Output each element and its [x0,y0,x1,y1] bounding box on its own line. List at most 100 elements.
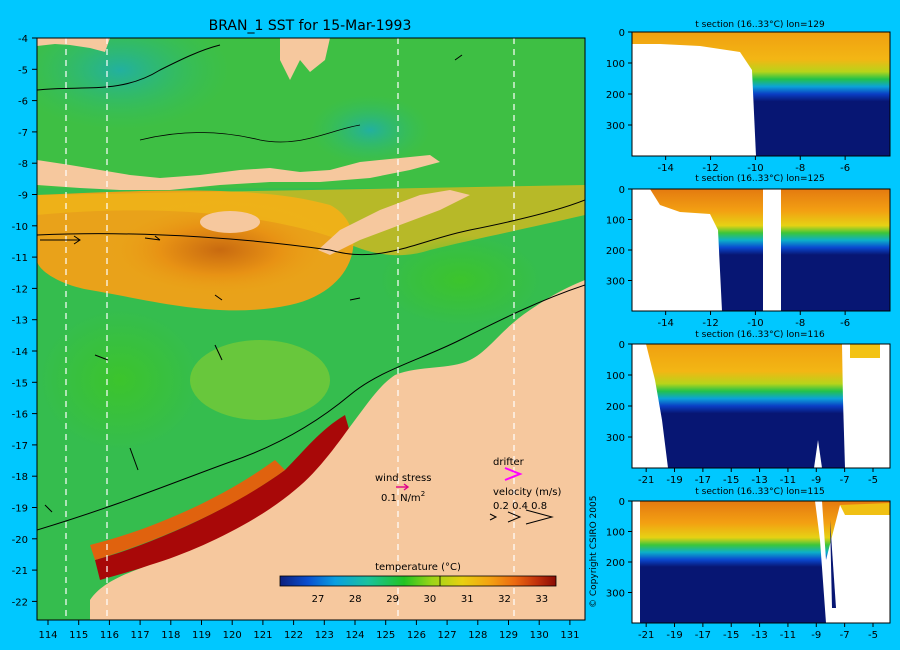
colorbar-gradient [279,575,557,587]
section-depth-label: 200 [606,402,625,413]
lon-tick-label: 120 [223,630,242,641]
section-seafloor-2 [632,189,722,311]
colorbar-tick-label: 32 [498,594,511,605]
contour-shelf [37,284,585,531]
lon-tick-label: 126 [407,630,426,641]
lat-tick-label: -7 [18,128,28,139]
section-lat-label: -13 [751,630,767,641]
land-sumba [200,211,260,233]
lat-tick-label: -22 [12,597,28,608]
section-panel-lon-125: t section (16..33°C) lon=125 [631,174,891,312]
section-depth-label: 0 [619,340,625,351]
lon-tick-label: 116 [100,630,119,641]
section-panel-lon-129: t section (16..33°C) lon=129 [631,20,891,157]
section-depth-label: 300 [606,433,625,444]
lat-tick-label: -13 [12,316,28,327]
wind-arrows [40,54,463,513]
lat-axis: -4 -5 -6 -7 -8 -9 -10 -11 -12 -13 -14 -15 -16 -17 -18 -… [12,34,37,608]
section-gap-2 [763,189,781,311]
lat-tick-label: -14 [12,347,28,358]
lat-tick-label: -16 [12,410,28,421]
land-australia [90,280,585,620]
velocity-values: 0.2 0.4 0.8 [493,501,547,512]
section-lat-label: -15 [723,630,739,641]
section-depth-label: 300 [606,121,625,132]
lat-tick-label: -21 [12,566,28,577]
section-lat-label: -17 [695,475,711,486]
section-depth-label: 0 [619,28,625,39]
lat-tick-label: -4 [18,34,28,45]
lon-tick-label: 130 [530,630,549,641]
section-surface-3 [850,344,880,358]
section-depth-label: 100 [606,371,625,382]
section-lat-label: -14 [657,318,673,329]
section-lat-label: -12 [702,318,718,329]
lon-tick-label: 129 [499,630,518,641]
section-lat-label: -11 [780,475,796,486]
lon-tick-label: 122 [284,630,303,641]
land-lesser-sunda [37,155,440,190]
section-depth-label: 200 [606,246,625,257]
velocity-label: velocity (m/s) [493,487,561,498]
land-sulawesi [280,38,330,80]
section-lat-label: -5 [868,475,878,486]
section-lat-label: -8 [795,318,805,329]
section-seafloor-3b [842,344,890,468]
wind-stress-arrowhead [403,483,410,491]
section-panel-lon-116: t section (16..33°C) lon=116 [631,330,891,469]
section-depth-label: 200 [606,558,625,569]
lon-tick-label: 121 [253,630,272,641]
section-depth-label: 100 [606,216,625,227]
drifter-icon [504,467,523,481]
lon-tick-label: 115 [69,630,88,641]
land-ne [555,280,585,305]
sst-map [37,38,585,620]
eddy-east [380,235,540,325]
section-lat-label: -10 [747,318,763,329]
section-ridge-3 [814,440,822,468]
contour-java [37,44,221,91]
section-depth-label: 0 [619,185,625,196]
colorbar-tick-label: 27 [312,594,325,605]
contour-north [37,199,585,256]
section-lat-label: -7 [840,475,850,486]
colorbar-tick-label: 33 [535,594,548,605]
section-lat-label: -21 [638,630,654,641]
lon-tick-label: 127 [438,630,457,641]
section-lat-label: -21 [638,475,654,486]
section-title-3: t section (16..33°C) lon=116 [695,330,825,340]
lon-axis: 114 115 116 117 118 119 120 121 122 123 124 125 126 1… [38,620,579,641]
warm-coastal-strip [90,460,285,560]
lat-tick-label: -17 [12,441,28,452]
wind-stress-exponent: 2 [421,490,425,498]
lon-tick-label: 124 [345,630,364,641]
velocity-arrows [489,509,554,525]
section-lat-label: -19 [666,630,682,641]
lat-tick-label: -20 [12,535,28,546]
eddy-west [40,310,200,450]
section-seafloor-3a [632,344,668,468]
section-depth-label: 100 [606,528,625,539]
colorbar-tick-label: 31 [461,594,474,605]
colorbar-ticks: 27 28 29 30 31 32 33 [312,594,549,605]
section-trench-4 [830,520,836,608]
eddy-center [190,340,330,420]
section-lat-label: -6 [840,163,850,174]
lon-tick-label: 114 [38,630,57,641]
lat-tick-label: -10 [12,222,28,233]
wind-stress-label: wind stress [375,473,431,484]
section-depth-label: 300 [606,589,625,600]
section-depth-label: 300 [606,277,625,288]
section-lat-label: -10 [747,163,763,174]
section-lat-label: -12 [702,163,718,174]
map-legend: wind stress 0.1 N/m2 drifter velocity (m… [375,457,561,525]
section-lat-label: -14 [657,163,673,174]
section-lat-label: -13 [751,475,767,486]
lon-tick-label: 125 [376,630,395,641]
section-panel-lon-115: t section (16..33°C) lon=115 [631,487,891,624]
section-lat-label: -5 [868,630,878,641]
cool-patch-west [37,38,230,130]
lon-tick-label: 128 [468,630,487,641]
section-lat-label: -9 [811,475,821,486]
section-lat-label: -9 [811,630,821,641]
